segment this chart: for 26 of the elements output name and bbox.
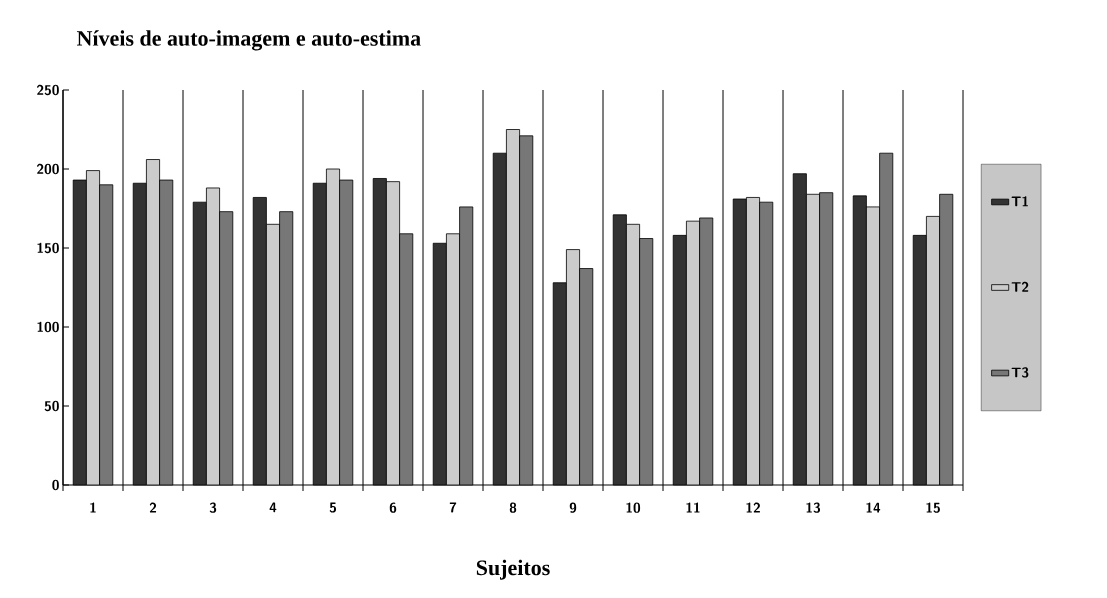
x-tick-label: 10 (626, 502, 641, 513)
x-tick-label: 3 (209, 502, 217, 513)
y-tick-label: 50 (44, 400, 59, 412)
x-tick-label: 6 (389, 502, 397, 513)
x-tick-label: 9 (569, 502, 577, 513)
x-tick-label: 12 (746, 502, 760, 513)
y-tick-label: 250 (37, 84, 59, 96)
x-tick-label: 11 (686, 502, 700, 513)
x-tick-label: 1 (90, 502, 96, 513)
x-tick-label: 8 (509, 502, 517, 513)
x-tick-label: 15 (926, 502, 940, 513)
legend-label: T2 (1011, 281, 1029, 292)
legend-label: T3 (1011, 367, 1029, 378)
y-tick-label: 150 (37, 242, 59, 254)
x-tick-label: 14 (866, 502, 881, 513)
x-tick-label: 7 (449, 502, 457, 513)
legend-label: T1 (1011, 196, 1028, 207)
x-tick-label: 13 (806, 502, 821, 513)
x-tick-label: 5 (329, 502, 337, 513)
x-tick-label: 4 (269, 502, 277, 513)
x-axis-title: Sujeitos (476, 559, 550, 580)
y-tick-label: 0 (52, 479, 59, 491)
y-tick-label: 100 (37, 321, 59, 333)
y-tick-label: 200 (37, 163, 59, 175)
chart-title: Níveis de auto-imagem e auto-estima (76, 30, 421, 51)
x-tick-label: 2 (149, 502, 157, 513)
